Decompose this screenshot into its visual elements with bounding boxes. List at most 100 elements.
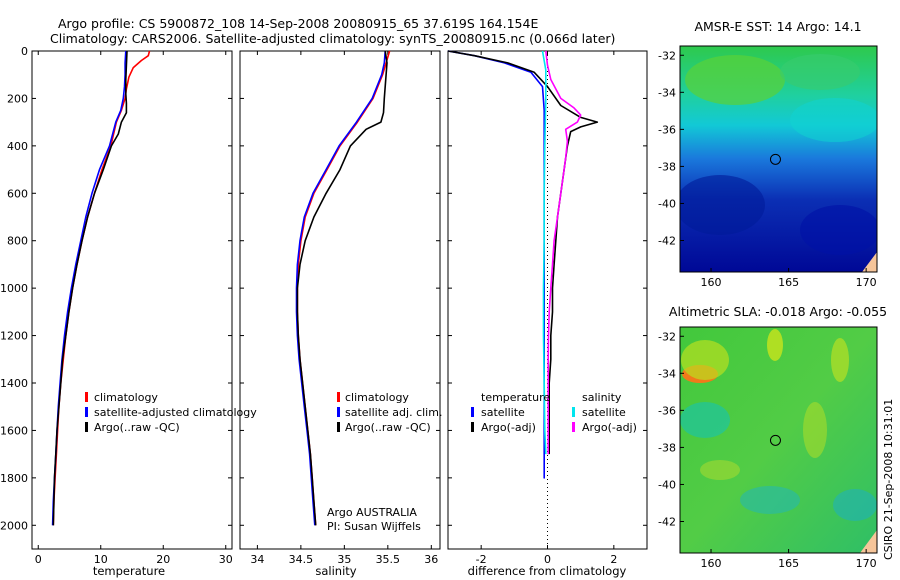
sst-map-argo-location-marker — [769, 153, 781, 165]
figure-title-line2: Climatology: CARS2006. Satellite-adjuste… — [50, 31, 615, 46]
difference-panel: -2 0 2 difference from climatology tempera… — [447, 50, 648, 578]
sla-map-frame — [679, 326, 878, 554]
y-tick-label: 1400 — [0, 377, 28, 390]
x-tick-label: 35.5 — [376, 553, 401, 566]
map-y-tick-label: -34 — [658, 86, 676, 99]
sst-map-field — [680, 46, 877, 272]
temperature-legend-satellite-label: satellite-adjusted climatology — [94, 406, 257, 419]
map-x-tick-label: 170 — [856, 557, 877, 570]
map-y-tick-label: -42 — [658, 235, 676, 248]
x-tick-label: 30 — [219, 553, 233, 566]
x-tick-label: 0 — [544, 553, 551, 566]
temperature-legend-satellite-swatch — [85, 407, 88, 417]
map-y-tick-label: -40 — [658, 197, 676, 210]
sst-map-warm-patch — [685, 55, 785, 105]
sla-map-high-patch — [767, 329, 783, 361]
sla-map-land — [860, 530, 877, 553]
difference-legend-sal-satellite-swatch — [572, 407, 575, 417]
series-line-climatology — [52, 50, 151, 526]
salinity-annotation-line2: PI: Susan Wijffels — [327, 520, 421, 533]
x-tick-label: 34 — [250, 553, 264, 566]
sla-map-high-patch — [803, 402, 827, 458]
map-x-tick-label: 170 — [856, 276, 877, 289]
map-y-tick-label: -38 — [658, 441, 676, 454]
sst-map-land — [862, 252, 877, 272]
map-x-tick-label: 165 — [778, 557, 799, 570]
sla-map-low-patch — [680, 402, 730, 438]
y-tick-label: 2000 — [0, 519, 28, 532]
credit-label: CSIRO 21-Sep-2008 10:31:01 — [882, 399, 895, 560]
sst-map-y-ticks: -32 -34 -36 -38 -40 -42 — [658, 49, 684, 248]
sla-map-low-patch — [833, 489, 877, 521]
series-line-argo-raw-qc- — [52, 50, 128, 526]
difference-legend-sal-argo-swatch — [572, 422, 575, 432]
sst-map-frame — [679, 45, 878, 273]
figure-title-line1: Argo profile: CS 5900872_108 14-Sep-2008… — [58, 16, 538, 31]
series-line-argo-raw-qc- — [296, 50, 388, 526]
y-tick-label: 0 — [21, 45, 28, 58]
difference-legend-temp-argo-label: Argo(-adj) — [481, 421, 536, 434]
map-y-tick-label: -38 — [658, 160, 676, 173]
temperature-y-ticks: 0 200 400 600 800 1000 1200 1400 1600 1800 2000 — [0, 45, 232, 532]
map-y-tick-label: -36 — [658, 123, 676, 136]
difference-legend-sal-argo-label: Argo(-adj) — [582, 421, 637, 434]
series-line-climatology — [296, 50, 391, 526]
x-tick-label: 10 — [94, 553, 108, 566]
map-y-tick-label: -42 — [658, 516, 676, 529]
difference-legend-temperature-title: temperature — [481, 391, 550, 404]
salinity-y-ticks — [240, 50, 440, 526]
salinity-legend-climatology-label: climatology — [345, 391, 409, 404]
map-y-tick-label: -40 — [658, 478, 676, 491]
difference-legend-sal-satellite-label: satellite — [582, 406, 626, 419]
x-tick-label: 2 — [610, 553, 617, 566]
series-line-satellite-adjusted-climatology — [51, 50, 127, 526]
temperature-axes-frame — [31, 50, 233, 550]
x-tick-label: 0 — [35, 553, 42, 566]
temperature-series — [51, 50, 151, 526]
salinity-legend-satellite-swatch — [337, 407, 340, 417]
sla-map-y-ticks: -32 -34 -36 -38 -40 -42 — [658, 330, 684, 529]
sla-map-high-patch — [700, 460, 740, 480]
salinity-legend-argo-label: Argo(..raw -QC) — [345, 421, 431, 434]
temperature-panel: 0 200 400 600 800 1000 1200 1400 1600 1800 2000 0 1… — [0, 45, 257, 578]
temperature-legend-argo-swatch — [85, 422, 88, 432]
salinity-legend-argo-swatch — [337, 422, 340, 432]
map-x-tick-label: 165 — [778, 276, 799, 289]
temperature-x-ticks: 0 10 20 30 — [35, 51, 233, 566]
sla-map-title: Altimetric SLA: -0.018 Argo: -0.055 — [669, 304, 887, 319]
y-tick-label: 800 — [7, 235, 28, 248]
sla-map-argo-location-marker — [769, 434, 781, 446]
sla-map-panel: Altimetric SLA: -0.018 Argo: -0.055 -32-… — [658, 304, 887, 570]
difference-x-ticks: -2 0 2 — [476, 51, 617, 566]
temperature-x-label: temperature — [93, 564, 165, 578]
map-x-tick-label: 160 — [701, 557, 722, 570]
salinity-x-ticks: 34 34.5 35 35.5 36 — [250, 51, 438, 566]
series-line-salinity-satellite — [541, 50, 547, 455]
x-tick-label: 20 — [156, 553, 170, 566]
map-y-tick-label: -36 — [658, 404, 676, 417]
y-tick-label: 400 — [7, 140, 28, 153]
difference-legend-temp-argo-swatch — [471, 422, 474, 432]
difference-y-ticks — [448, 50, 647, 526]
salinity-x-label: salinity — [315, 564, 356, 578]
salinity-axes-frame — [239, 50, 441, 550]
map-y-tick-label: -32 — [658, 49, 676, 62]
difference-legend-temp-satellite-label: satellite — [481, 406, 525, 419]
x-tick-label: -2 — [476, 553, 487, 566]
sla-map-high-patch — [681, 340, 729, 380]
sla-map-field — [680, 327, 877, 553]
map-y-tick-label: -34 — [658, 367, 676, 380]
salinity-legend: climatology satellite adj. clim. Argo(..… — [337, 391, 442, 434]
salinity-panel: 34 34.5 35 35.5 36 salinity climatology sate… — [239, 50, 442, 578]
series-line-salinity-argo-adj- — [545, 50, 582, 455]
sst-map-cyan-patch — [790, 98, 877, 142]
difference-legend-temp-satellite-swatch — [471, 407, 474, 417]
y-tick-label: 200 — [7, 92, 28, 105]
difference-x-label: difference from climatology — [468, 564, 627, 578]
sst-map-cold-patch — [800, 205, 877, 255]
temperature-legend: climatology satellite-adjusted climatolo… — [85, 391, 257, 434]
y-tick-label: 600 — [7, 187, 28, 200]
salinity-legend-climatology-swatch — [337, 392, 340, 402]
y-tick-label: 1000 — [0, 282, 28, 295]
